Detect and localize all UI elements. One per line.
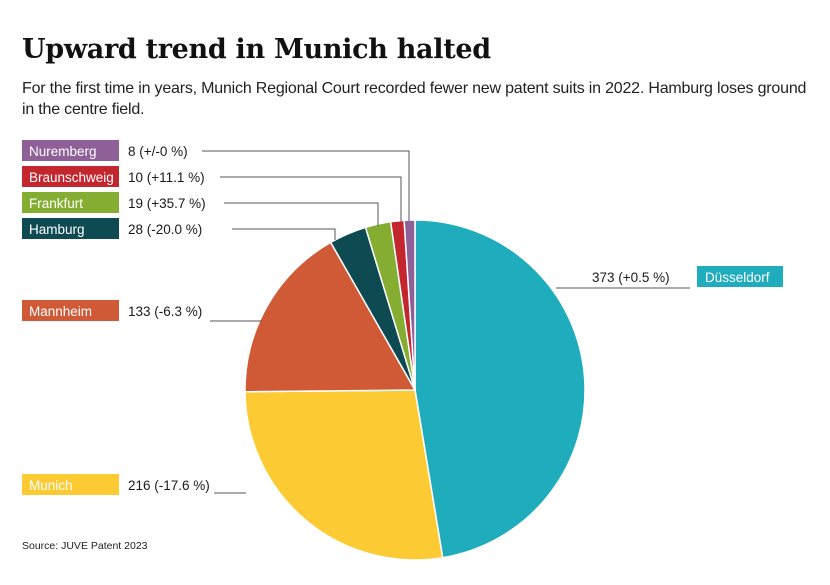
category-label-nuremberg: Nuremberg bbox=[29, 144, 97, 159]
pie-slice-munich bbox=[245, 390, 443, 560]
pie-slice-dusseldorf bbox=[415, 220, 585, 558]
leader-line-braunschweig bbox=[220, 177, 401, 222]
value-label-braunschweig: 10 (+11.1 %) bbox=[128, 170, 205, 185]
value-label-munich: 216 (-17.6 %) bbox=[128, 478, 210, 493]
pie-chart: 373 (+0.5 %) Düsseldorf Munich 216 (-17.6 %… bbox=[0, 0, 830, 585]
leader-line-hamburg bbox=[232, 229, 335, 240]
category-label-dusseldorf: Düsseldorf bbox=[705, 270, 770, 285]
category-label-munich: Munich bbox=[29, 478, 73, 493]
value-label-nuremberg: 8 (+/-0 %) bbox=[128, 144, 188, 159]
value-label-frankfurt: 19 (+35.7 %) bbox=[128, 196, 206, 211]
leader-line-frankfurt bbox=[224, 203, 378, 226]
value-label-dusseldorf: 373 (+0.5 %) bbox=[592, 270, 670, 285]
source-note: Source: JUVE Patent 2023 bbox=[22, 540, 148, 552]
value-label-hamburg: 28 (-20.0 %) bbox=[128, 222, 202, 237]
category-label-frankfurt: Frankfurt bbox=[29, 196, 83, 211]
value-label-mannheim: 133 (-6.3 %) bbox=[128, 304, 202, 319]
category-label-braunschweig: Braunschweig bbox=[29, 170, 114, 185]
infographic: Upward trend in Munich halted For the fi… bbox=[0, 0, 830, 585]
category-label-mannheim: Mannheim bbox=[29, 304, 92, 319]
category-label-hamburg: Hamburg bbox=[29, 222, 85, 237]
